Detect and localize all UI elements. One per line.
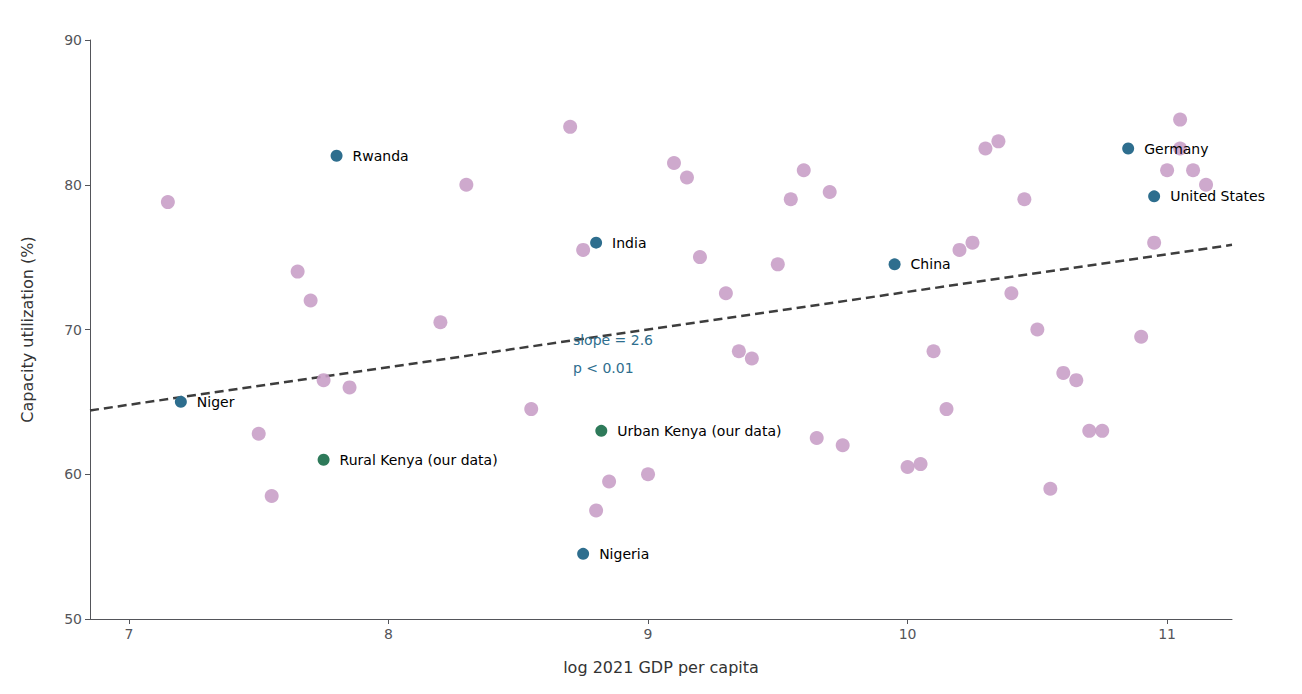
svg-text:p < 0.01: p < 0.01	[573, 360, 634, 376]
svg-text:United States: United States	[1170, 188, 1265, 204]
svg-text:Rwanda: Rwanda	[353, 148, 409, 164]
svg-text:slope = 2.6: slope = 2.6	[573, 332, 653, 348]
svg-text:80: 80	[64, 177, 82, 193]
svg-text:Germany: Germany	[1144, 141, 1208, 157]
svg-text:9: 9	[644, 626, 653, 642]
svg-text:Nigeria: Nigeria	[599, 546, 649, 562]
svg-text:8: 8	[384, 626, 393, 642]
svg-text:70: 70	[64, 322, 82, 338]
svg-text:Urban Kenya (our data): Urban Kenya (our data)	[617, 423, 781, 439]
svg-text:log 2021 GDP per capita: log 2021 GDP per capita	[563, 658, 759, 677]
svg-text:India: India	[612, 235, 646, 251]
svg-text:11: 11	[1158, 626, 1176, 642]
svg-text:Niger: Niger	[197, 394, 235, 410]
svg-text:China: China	[911, 256, 951, 272]
svg-text:10: 10	[899, 626, 917, 642]
svg-text:7: 7	[124, 626, 133, 642]
svg-text:50: 50	[64, 611, 82, 627]
svg-text:Rural Kenya (our data): Rural Kenya (our data)	[340, 452, 498, 468]
svg-text:90: 90	[64, 32, 82, 48]
svg-text:60: 60	[64, 466, 82, 482]
svg-text:Capacity utilization (%): Capacity utilization (%)	[18, 236, 37, 422]
